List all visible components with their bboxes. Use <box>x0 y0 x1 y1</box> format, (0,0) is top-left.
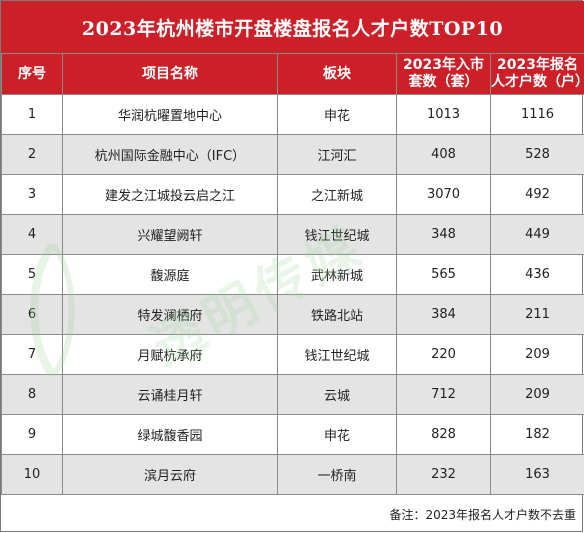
cell-registrants: 182 <box>490 414 584 455</box>
column-header-area: 板块 <box>277 53 397 95</box>
cell-project: 滨月云府 <box>62 454 278 495</box>
cell-project: 云诵桂月轩 <box>62 374 278 415</box>
cell-area: 铁路北站 <box>277 294 397 335</box>
cell-no: 3 <box>1 174 63 215</box>
table-row: 3 建发之江城投云启之江 之江新城 3070 492 <box>1 174 584 215</box>
table-row: 1 华润杭曜置地中心 申花 1013 1116 <box>1 94 584 135</box>
cell-no: 8 <box>1 374 63 415</box>
cell-no: 4 <box>1 214 63 255</box>
column-header-project: 项目名称 <box>62 53 278 95</box>
header-row: 序号 项目名称 板块 2023年入市套数（套） 2023年报名人才户数（户） <box>1 53 584 95</box>
cell-units: 348 <box>396 214 491 255</box>
cell-registrants: 1116 <box>490 94 584 135</box>
cell-registrants: 449 <box>490 214 584 255</box>
cell-no: 9 <box>1 414 63 455</box>
column-header-registrants: 2023年报名人才户数（户） <box>490 53 584 95</box>
cell-area: 钱江世纪城 <box>277 334 397 375</box>
cell-units: 1013 <box>396 94 491 135</box>
watermark-logo-icon <box>30 242 75 378</box>
cell-units: 828 <box>396 414 491 455</box>
cell-area: 之江新城 <box>277 174 397 215</box>
cell-area: 一桥南 <box>277 454 397 495</box>
cell-project: 绿城馥香园 <box>62 414 278 455</box>
cell-project: 特发澜栖府 <box>62 294 278 335</box>
cell-no: 1 <box>1 94 63 135</box>
cell-project: 月赋杭承府 <box>62 334 278 375</box>
footnote: 备注：2023年报名人才户数不去重 <box>389 508 576 522</box>
table-title: 2023年杭州楼市开盘楼盘报名人才户数TOP10 <box>1 1 584 53</box>
table-row: 7 月赋杭承府 钱江世纪城 220 209 <box>1 334 584 375</box>
cell-project: 兴耀望阙轩 <box>62 214 278 255</box>
cell-area: 申花 <box>277 414 397 455</box>
cell-area: 钱江世纪城 <box>277 214 397 255</box>
table-row: 4 兴耀望阙轩 钱江世纪城 348 449 <box>1 214 584 255</box>
cell-project: 馥源庭 <box>62 254 278 295</box>
cell-project: 杭州国际金融中心（IFC） <box>62 134 278 175</box>
cell-area: 武林新城 <box>277 254 397 295</box>
ranking-table: 序号 项目名称 板块 2023年入市套数（套） 2023年报名人才户数（户） 1… <box>1 53 584 495</box>
table-row: 6 特发澜栖府 铁路北站 384 211 <box>1 294 584 335</box>
column-header-no: 序号 <box>1 53 63 95</box>
cell-units: 3070 <box>396 174 491 215</box>
cell-units: 712 <box>396 374 491 415</box>
cell-units: 220 <box>396 334 491 375</box>
cell-registrants: 528 <box>490 134 584 175</box>
column-header-units: 2023年入市套数（套） <box>396 53 491 95</box>
cell-registrants: 163 <box>490 454 584 495</box>
cell-registrants: 492 <box>490 174 584 215</box>
table-row: 5 馥源庭 武林新城 565 436 <box>1 254 584 295</box>
cell-no: 7 <box>1 334 63 375</box>
cell-no: 10 <box>1 454 63 495</box>
table-row: 8 云诵桂月轩 云城 712 209 <box>1 374 584 415</box>
cell-units: 565 <box>396 254 491 295</box>
cell-area: 云城 <box>277 374 397 415</box>
cell-area: 江河汇 <box>277 134 397 175</box>
cell-registrants: 436 <box>490 254 584 295</box>
cell-no: 2 <box>1 134 63 175</box>
table-row: 2 杭州国际金融中心（IFC） 江河汇 408 528 <box>1 134 584 175</box>
cell-units: 232 <box>396 454 491 495</box>
table-row: 9 绿城馥香园 申花 828 182 <box>1 414 584 455</box>
table-row: 10 滨月云府 一桥南 232 163 <box>1 454 584 495</box>
cell-units: 408 <box>396 134 491 175</box>
cell-units: 384 <box>396 294 491 335</box>
cell-registrants: 209 <box>490 374 584 415</box>
cell-registrants: 211 <box>490 294 584 335</box>
cell-project: 建发之江城投云启之江 <box>62 174 278 215</box>
cell-no: 5 <box>1 254 63 295</box>
cell-project: 华润杭曜置地中心 <box>62 94 278 135</box>
cell-registrants: 209 <box>490 334 584 375</box>
cell-area: 申花 <box>277 94 397 135</box>
